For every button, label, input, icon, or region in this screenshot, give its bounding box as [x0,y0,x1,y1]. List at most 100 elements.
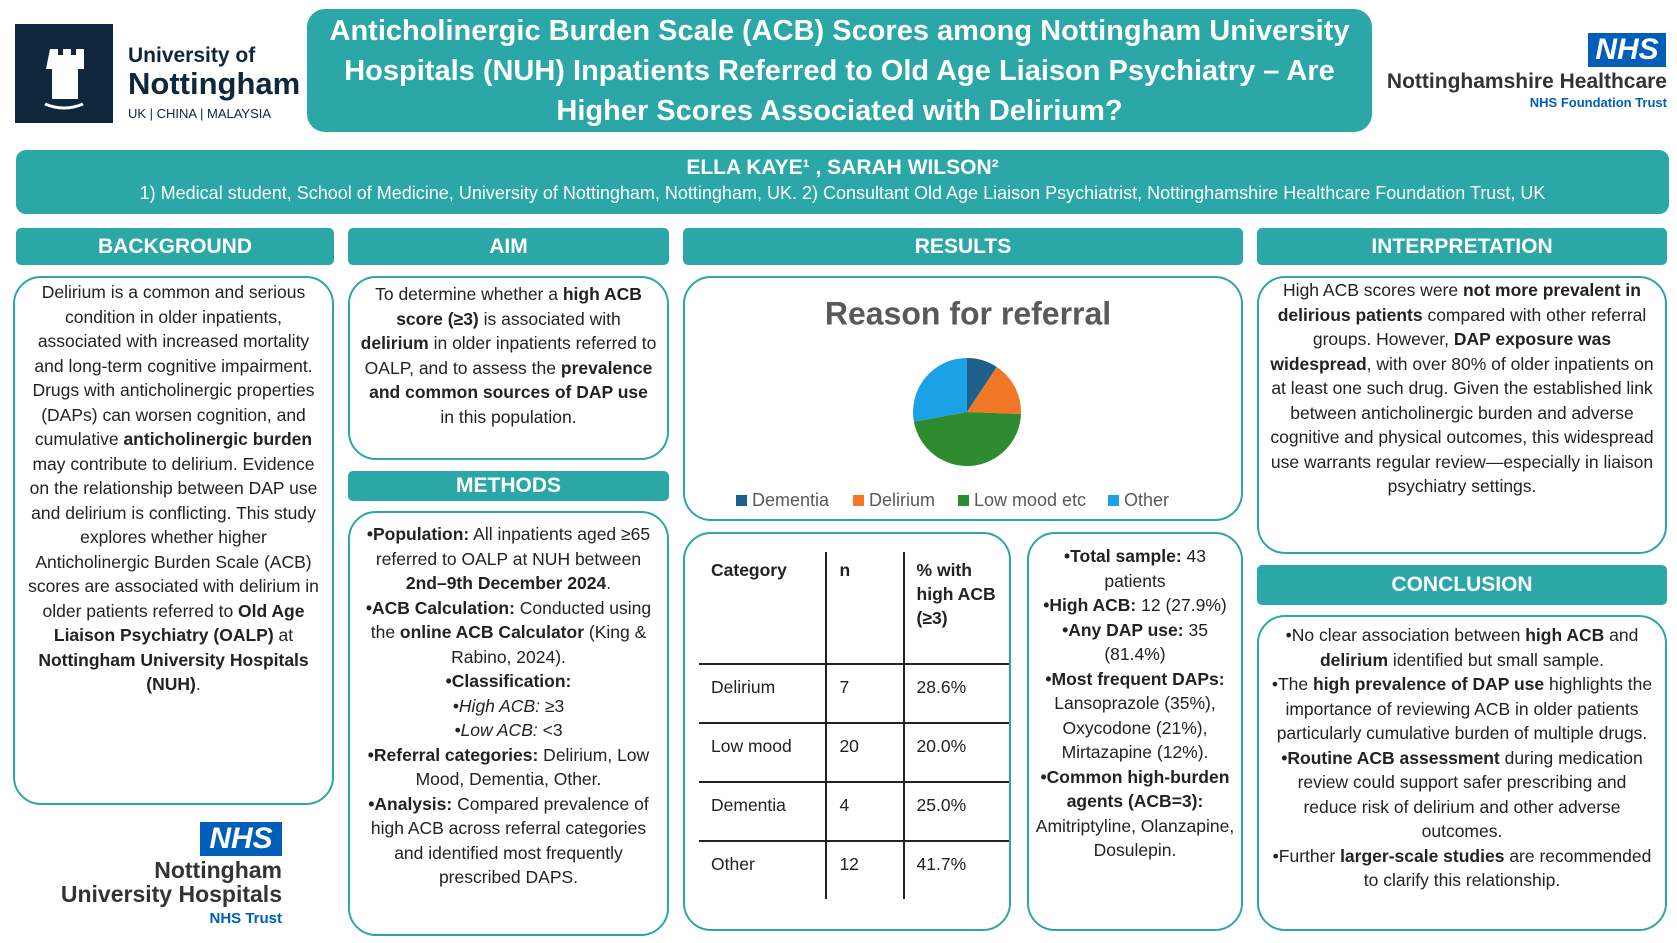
text-run: Delirium is a common and serious conditi… [32,282,315,449]
text-run: may contribute to delirium. Evidence on … [28,453,319,621]
table-header-row: Category n% with high ACB (≥3) [699,552,1009,664]
title: Anticholinergic Burden Scale (ACB) Score… [307,9,1372,132]
paragraph: •The high prevalence of DAP use highligh… [1269,672,1655,746]
bold-run: Nottingham University Hospitals (NUH) [38,649,309,695]
table-box: Category n% with high ACB (≥3) Delirium 7 28… [683,532,1011,931]
text-run: High ACB scores were [1283,280,1463,300]
table-header-cell: n [825,552,904,664]
bold-run: not more prevalent in delirious patients [1277,280,1641,325]
text-run: . [606,573,612,593]
uon-sub: UK | CHINA | MALAYSIA [128,106,272,121]
table-cell: Dementia [699,781,827,841]
bold-run: •Routine ACB assessment [1281,747,1500,768]
bold-run: high ACB [1525,625,1605,645]
legend-label: Other [1124,490,1169,510]
section-heading: INTERPRETATION [1257,228,1667,265]
uon-line1: University of [128,44,256,67]
author-band: ELLA KAYE¹ , SARAH WILSON² 1) Medical st… [16,150,1669,214]
text-run: compared with other referral groups. How… [1312,304,1647,350]
background-box: Delirium is a common and serious conditi… [13,276,334,805]
paragraph: •Common high-burden agents (ACB=3): Amit… [1033,765,1237,863]
section-heading: METHODS [348,471,669,501]
text-run: <3 [537,720,563,740]
legend-label: Low mood etc [974,490,1086,510]
table-cell: 12 [825,840,904,899]
pie-slice [913,412,1021,466]
text-run: are recommended to clarify this relation… [1363,845,1652,891]
affiliations: 1) Medical student, School of Medicine, … [139,183,1546,203]
table-row: Dementia 4 25.0% [699,781,1009,841]
text-run: 43 patients [1104,546,1206,591]
nuh-line2: University Hospitals [60,881,282,907]
bold-run: •Population: [366,524,470,544]
section-heading: AIM [348,228,669,265]
text-run: at [273,625,294,645]
text-run: Conducted using the [370,597,652,643]
section-heading: CONCLUSION [1257,565,1667,605]
pie-box: Reason for referral Dementia Delirium Low … [683,276,1243,521]
paragraph: •Population: All inpatients aged ≥65 ref… [360,522,657,596]
pie-slice [966,366,1021,414]
nuh-sub: NHS Trust [209,910,282,927]
uon-line2: Nottingham [128,66,301,101]
text-run: Amitriptyline, Olanzapine, Dosulepin. [1035,815,1235,861]
italic-run: •Low ACB: [454,720,538,740]
legend-swatch [1107,495,1119,506]
nhs-badge: NHS [1588,33,1666,67]
table-cell: 28.6% [902,663,1009,723]
conclusion-box: •No clear association between high ACB a… [1257,615,1667,931]
paragraph: Delirium is a common and serious conditi… [25,280,322,697]
nuh-name: Nottingham University Hospitals [40,858,282,906]
text-run: in this population. [440,406,577,427]
bold-run: online ACB Calculator [399,622,585,642]
bold-run: •ACB Calculation: [365,597,515,618]
bold-run: •Any DAP use: [1062,619,1184,640]
table-cell: 7 [825,663,904,723]
table-cell: 4 [825,781,904,841]
text-run: highlights the importance of reviewing A… [1276,674,1653,743]
trust-name: Nottinghamshire Healthcare [1386,70,1667,93]
bold-run: anticholinergic burden [123,429,313,449]
bold-run: prevalence and common sources of DAP use [369,357,653,403]
paragraph: •Routine ACB assessment during medicatio… [1269,746,1655,844]
bold-run: •Referral categories: [367,744,539,765]
text-run: (King & Rabino, 2024). [451,622,647,667]
text-run: ≥3 [539,695,565,716]
table-header-cell: % with high ACB (≥3) [902,552,1009,664]
uon-crest [15,24,113,123]
bold-run: •Classification: [445,671,572,691]
bold-run: •High ACB: [1043,595,1137,615]
paragraph: •High ACB: 12 (27.9%) [1033,593,1237,618]
nhs-badge: NHS [200,822,282,856]
text-run: , with over 80% of older inpatients on a… [1270,353,1654,497]
bold-run: •Analysis: [368,793,453,814]
text-run: •Further [1272,845,1341,866]
section-heading: BACKGROUND [16,228,334,265]
pie-slice [966,358,997,412]
bold-run: •Most frequent DAPs: [1045,668,1225,689]
trust-sub: NHS Foundation Trust [1529,95,1667,110]
legend-swatch [735,495,747,506]
legend-label: Dementia [752,490,830,510]
paragraph: •Further larger-scale studies are recomm… [1269,844,1655,893]
text-run: •No clear association between [1285,625,1526,645]
text-run: To determine whether a [375,284,563,304]
paragraph: High ACB scores were not more prevalent … [1269,278,1655,499]
results-table: Category n% with high ACB (≥3) Delirium 7 28… [699,552,1009,899]
text-run: is associated with [478,308,621,329]
legend-label: Delirium [869,490,935,510]
aim-box: To determine whether a high ACB score (≥… [348,276,669,460]
bold-run: 2nd–9th December 2024 [405,573,607,593]
italic-run: •High ACB: [452,695,540,716]
bold-run: DAP exposure was widespread [1270,329,1612,374]
legend-swatch [852,495,864,506]
paragraph: To determine whether a high ACB score (≥… [360,282,657,429]
paragraph: •Referral categories: Delirium, Low Mood… [360,743,657,792]
bold-run: delirium [1319,649,1389,670]
text-run: and [1604,625,1639,645]
bold-run: Old Age Liaison Psychiatry (OALP) [53,600,305,646]
pie-chart: Reason for referral Dementia Delirium Low … [735,295,1169,510]
paragraph: •Classification: [360,669,657,694]
bold-run: high prevalence of DAP use [1313,674,1545,694]
